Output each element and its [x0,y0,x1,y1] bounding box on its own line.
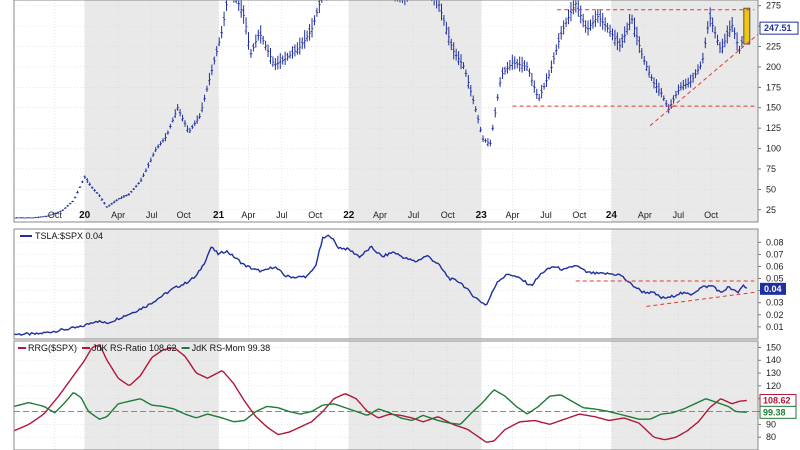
year-label: 20 [79,210,91,221]
year-label: 24 [606,210,618,221]
y-tick-label: 0.07 [766,249,784,259]
ratio-line [14,234,748,337]
month-label: Apr [241,210,255,220]
y-tick-label: 100 [766,144,781,154]
year-band [611,341,758,450]
year-band [611,229,758,339]
month-label: Oct [177,210,192,220]
price-last-value: 247.51 [764,23,792,33]
ratio-line-last-badge: 108.62 [759,393,797,407]
price-grid [14,0,758,222]
month-label: Apr [373,210,387,220]
date-axis: Oct 20 Apr Jul Oct 21 Apr Jul Oct 22 Apr Jul Oct 23 Ap… [48,210,719,221]
rs-mom-last-value-box [759,405,797,419]
rrg-legend-label: JdK RS-Ratio 108.62 [92,343,177,353]
y-tick-label: 0.01 [766,322,784,332]
price-trendlines [512,9,758,127]
y-tick-label: 140 [766,355,781,365]
year-label: 21 [213,210,225,221]
year-band [611,0,758,222]
y-tick-label: 0.02 [766,310,784,320]
ratio-last-badge: 0.04 [760,282,786,295]
ratio-last-value: 0.04 [764,284,782,294]
y-tick-label: 225 [766,42,781,52]
rising-trendline [649,33,758,127]
y-tick-label: 150 [766,342,781,352]
rs-mom-last-value: 99.38 [763,407,786,417]
month-label: Oct [48,210,63,220]
rs-mom-line [14,389,747,426]
rs-ratio-last-value: 108.62 [763,395,791,405]
y-tick-label: 120 [766,381,781,391]
month-label: Oct [308,210,323,220]
y-tick-label: 125 [766,123,781,133]
momentum-line-last-badge: 99.38 [759,405,797,419]
y-tick-label: 0.08 [766,237,784,247]
y-tick-label: 0.06 [766,261,784,271]
y-tick-label: 0.05 [766,274,784,284]
month-label: Oct [441,210,456,220]
y-tick-label: 90 [766,419,776,429]
y-tick-label: 50 [766,184,776,194]
ratio-panel-frame [13,228,759,340]
rrg-y-axis: 8090100110120130140150 [758,342,781,442]
rrg-legend: RRG($SPX) JdK RS-Ratio 108.62 JdK RS-Mom 9… [18,343,270,353]
y-tick-label: 25 [766,205,776,215]
rrg-year-bands [84,341,758,450]
month-label: Apr [638,210,652,220]
price-panel: 255075100125150175200225250275 247.51 [13,0,799,223]
month-label: Jul [673,210,685,220]
month-label: Jul [408,210,420,220]
year-band [348,0,482,222]
rrg-panel: 8090100110120130140150 RRG($SPX)JdK RS-R… [13,340,797,450]
rrg-series [14,344,758,443]
month-label: Oct [704,210,719,220]
rrg-legend-label: JdK RS-Mom 99.38 [192,343,271,353]
ratio-year-bands [84,229,758,339]
y-tick-label: 200 [766,62,781,72]
year-bands [84,0,758,222]
ratio-rising-trendline [646,291,758,307]
month-label: Jul [540,210,552,220]
price-last-value-box [759,21,799,35]
ratio-series [14,234,748,337]
y-tick-label: 275 [766,1,781,11]
month-label: Apr [111,210,125,220]
rrg-legend-label: RRG($SPX) [28,343,77,353]
y-tick-label: 150 [766,103,781,113]
ratio-panel-title: TSLA:$SPX 0.04 [35,231,103,241]
y-tick-label: 130 [766,368,781,378]
year-label: 23 [476,210,488,221]
price-last-badge: 247.51 [759,21,799,35]
rs-ratio-line [14,344,747,443]
y-tick-label: 80 [766,432,776,442]
latest-bar-highlight [743,7,751,45]
rrg-panel-frame [13,340,759,450]
y-tick-label: 175 [766,82,781,92]
month-label: Apr [505,210,519,220]
month-label: Jul [146,210,158,220]
price-panel-frame [13,0,759,223]
ratio-grid [14,229,758,339]
month-label: Oct [572,210,587,220]
year-label: 22 [343,210,355,221]
year-band [348,341,482,450]
month-label: Jul [276,210,288,220]
ratio-panel: 0.01 0.02 0.03 0.040.05 0.06 0.07 0.08 TSLA:$S… [13,228,786,340]
ratio-last-value-box [760,282,786,295]
ratio-trendlines [575,280,758,307]
y-tick-label: 75 [766,164,776,174]
price-series [14,0,751,219]
y-tick-label: 0.03 [766,298,784,308]
